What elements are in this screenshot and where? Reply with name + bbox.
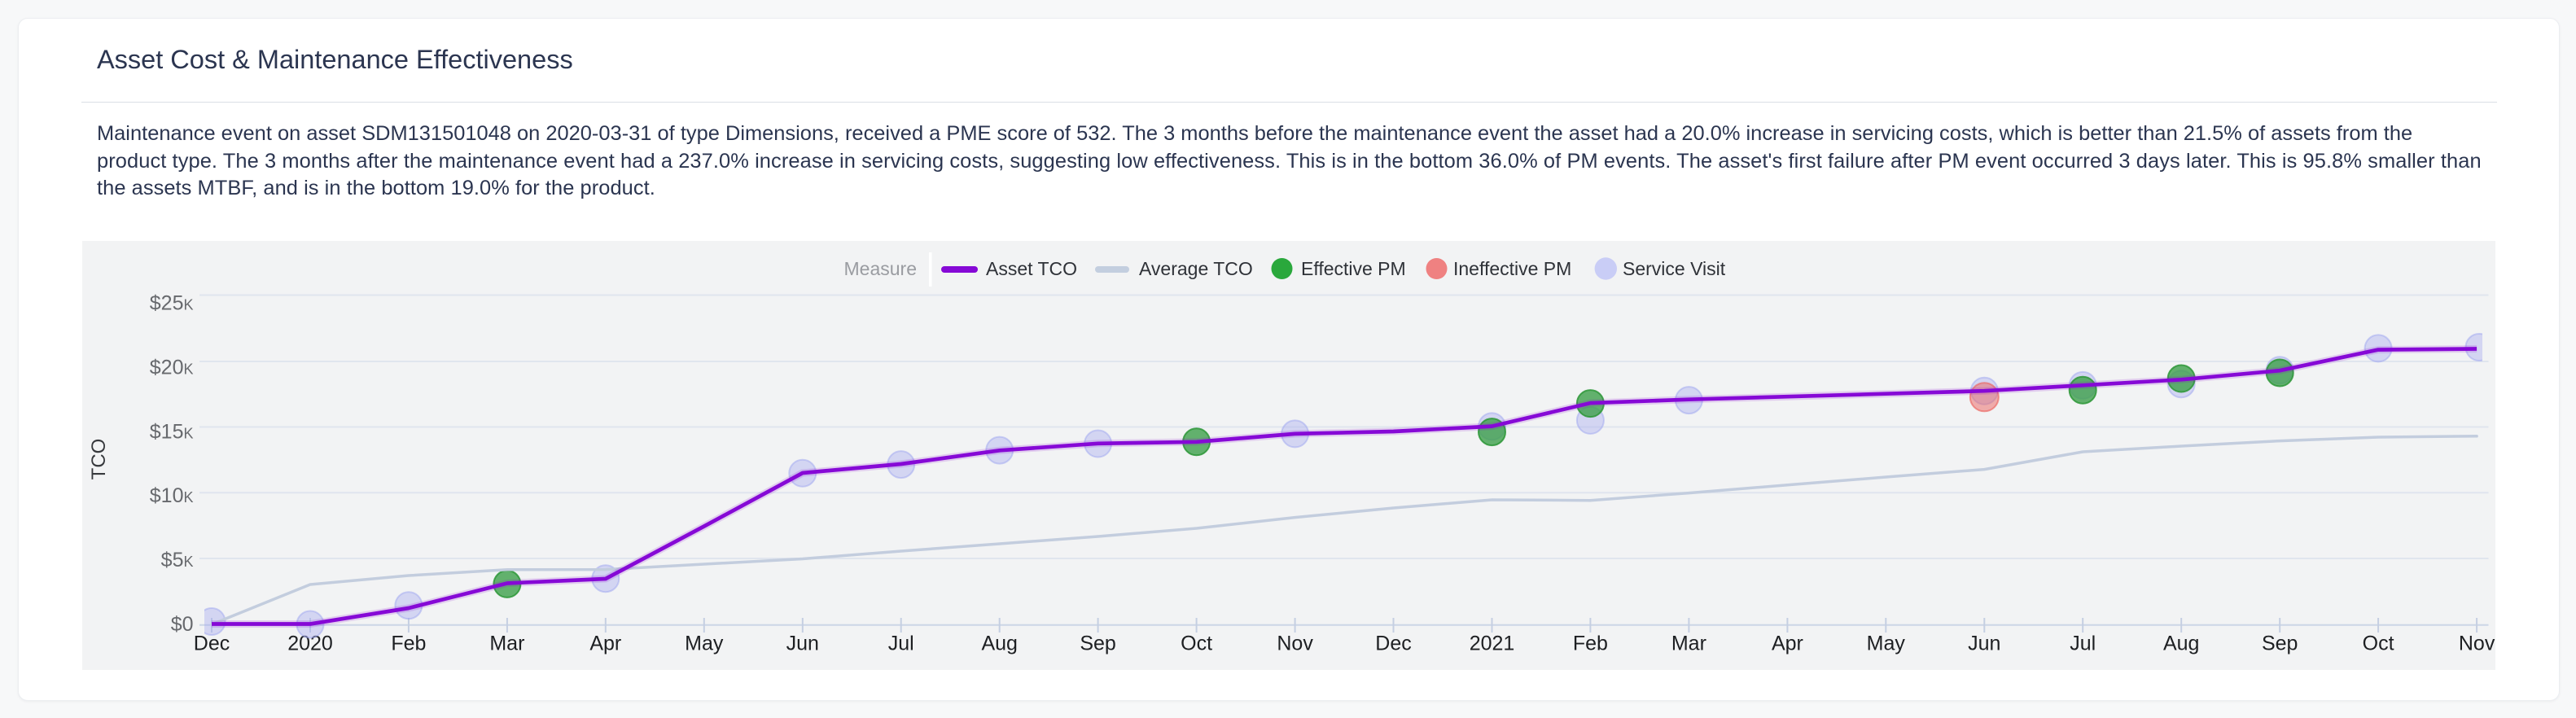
svg-text:$15K: $15K xyxy=(150,421,194,444)
svg-text:Feb: Feb xyxy=(1573,633,1608,655)
svg-text:$0: $0 xyxy=(171,613,194,636)
svg-text:Ineffective PM: Ineffective PM xyxy=(1453,258,1571,279)
svg-text:Dec: Dec xyxy=(1375,633,1411,655)
svg-text:Aug: Aug xyxy=(981,633,1017,655)
svg-text:May: May xyxy=(685,633,724,655)
svg-text:$20K: $20K xyxy=(150,357,194,379)
svg-text:2020: 2020 xyxy=(287,633,333,655)
svg-text:Mar: Mar xyxy=(1671,633,1706,655)
svg-text:Jul: Jul xyxy=(2070,633,2096,655)
svg-text:Nov: Nov xyxy=(2459,633,2495,655)
svg-text:Feb: Feb xyxy=(391,633,426,655)
svg-text:Mar: Mar xyxy=(489,633,524,655)
svg-text:Service Visit: Service Visit xyxy=(1623,258,1726,279)
svg-text:$5K: $5K xyxy=(161,549,194,571)
svg-text:$25K: $25K xyxy=(150,292,194,315)
svg-text:Jun: Jun xyxy=(786,633,819,655)
svg-text:Apr: Apr xyxy=(589,633,621,655)
svg-text:Aug: Aug xyxy=(2163,633,2199,655)
svg-text:Asset TCO: Asset TCO xyxy=(986,258,1077,279)
svg-text:2021: 2021 xyxy=(1470,633,1515,655)
svg-text:Oct: Oct xyxy=(2363,633,2394,655)
svg-text:Jul: Jul xyxy=(888,633,914,655)
svg-text:May: May xyxy=(1867,633,1906,655)
svg-text:TCO: TCO xyxy=(88,439,110,480)
svg-text:Sep: Sep xyxy=(1080,633,1115,655)
svg-text:Oct: Oct xyxy=(1181,633,1212,655)
svg-text:Average TCO: Average TCO xyxy=(1139,258,1253,279)
svg-text:Apr: Apr xyxy=(1772,633,1803,655)
svg-text:Dec: Dec xyxy=(194,633,230,655)
svg-text:Sep: Sep xyxy=(2262,633,2298,655)
svg-text:Nov: Nov xyxy=(1277,633,1313,655)
svg-text:Jun: Jun xyxy=(1968,633,2000,655)
svg-text:$10K: $10K xyxy=(150,484,194,507)
svg-text:Measure: Measure xyxy=(844,258,917,279)
svg-text:Effective PM: Effective PM xyxy=(1301,258,1406,279)
